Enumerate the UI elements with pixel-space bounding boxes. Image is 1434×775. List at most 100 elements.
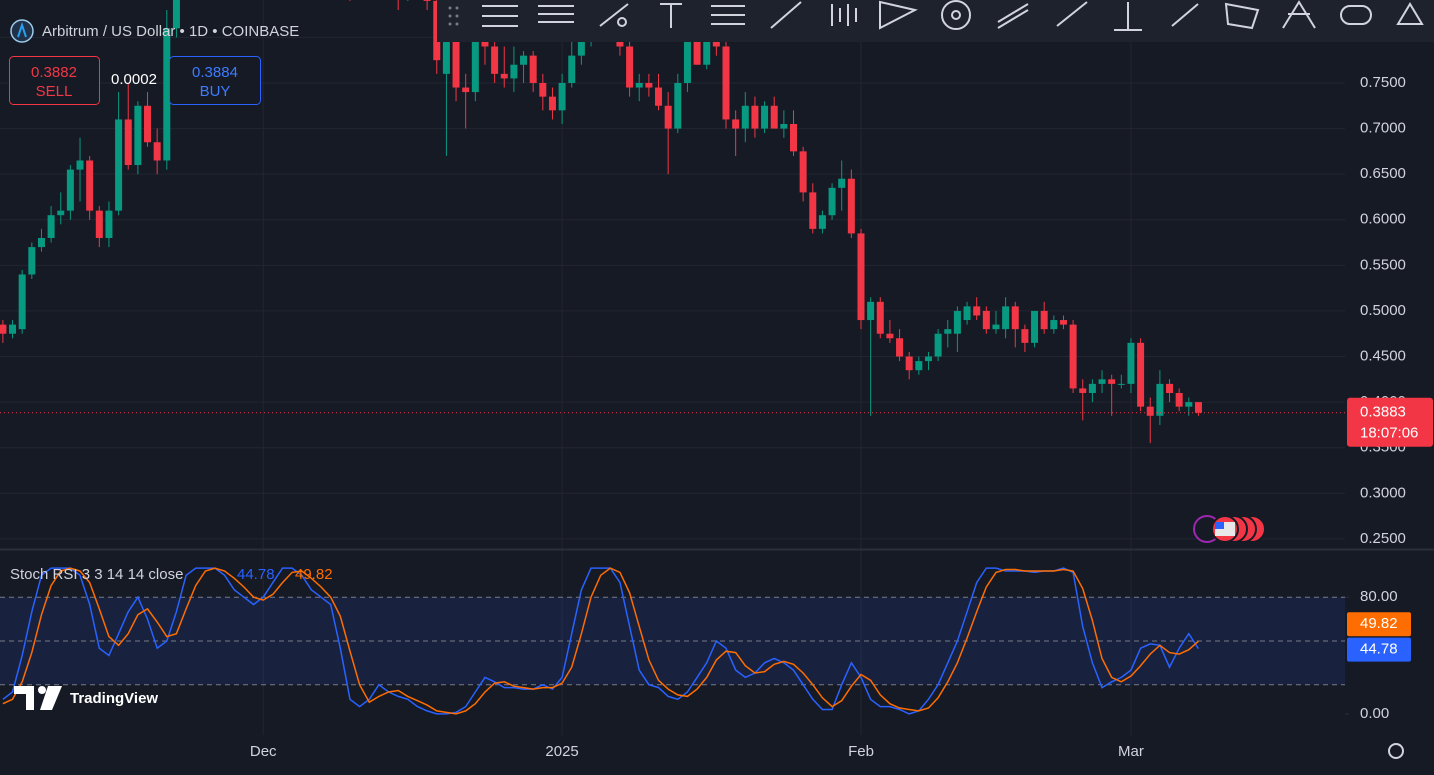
- stoch-line: [2, 567, 1200, 715]
- trade-panel: 0.3882 SELL 0.0002 0.3884 BUY: [9, 56, 261, 105]
- settings-icon[interactable]: [1388, 743, 1404, 759]
- candle-body: [153, 142, 161, 161]
- candle-body: [548, 96, 556, 111]
- candle-body: [433, 0, 441, 61]
- y-tick-label: 0.4500: [1360, 347, 1406, 364]
- value-tag-label: 49.82: [1360, 615, 1398, 632]
- symbol-title: Arbitrum / US Dollar • 1D • COINBASE: [42, 23, 299, 40]
- candle-body: [1088, 383, 1096, 393]
- candle-body: [1166, 383, 1174, 393]
- candle-body: [674, 82, 682, 129]
- candle-body: [1021, 329, 1029, 343]
- candle-body: [37, 237, 45, 248]
- candle-body: [992, 324, 1000, 330]
- candle-body: [577, 37, 585, 56]
- toolbar-bg: [437, 0, 1434, 42]
- candle-body: [18, 274, 26, 330]
- candle-body: [645, 82, 653, 88]
- candle-body: [934, 333, 942, 357]
- y-tick-label: 0.5500: [1360, 256, 1406, 273]
- candle-body: [924, 356, 932, 362]
- candle-body: [780, 124, 788, 129]
- candle-body: [963, 306, 971, 321]
- candle-body: [799, 151, 807, 193]
- candle-body: [1185, 402, 1193, 407]
- candle-body: [1098, 379, 1106, 384]
- candle-body: [124, 119, 132, 166]
- indicator-title: Stoch RSI 3 3 14 14 close: [10, 566, 183, 583]
- x-tick-label: 2025: [545, 743, 578, 760]
- candle-body: [115, 119, 123, 211]
- candle-body: [28, 247, 36, 275]
- candle-body: [105, 210, 113, 238]
- candle-body: [761, 105, 769, 129]
- value-tag: [1347, 612, 1411, 637]
- candle-body: [741, 105, 749, 129]
- candle-body: [886, 333, 894, 339]
- symbol-icon: [10, 19, 34, 43]
- candle-body: [47, 215, 55, 238]
- candle-body: [1050, 320, 1058, 330]
- y-tick-label: 0.5000: [1360, 302, 1406, 319]
- candle-body: [790, 124, 798, 152]
- sell-button[interactable]: [9, 56, 100, 105]
- candle-body: [683, 41, 691, 83]
- price-pane: [0, 0, 1345, 444]
- stoch-legend: Stoch RSI 3 3 14 14 close 44.78 49.82: [10, 566, 333, 583]
- y-tick-label: 0.7500: [1360, 74, 1406, 91]
- buy-button[interactable]: [169, 56, 261, 105]
- candle-body: [722, 46, 730, 120]
- candle-body: [751, 105, 759, 129]
- grid-layer: [0, 0, 1345, 735]
- watermark-text: TradingView: [70, 690, 158, 707]
- candle-body: [1059, 320, 1067, 325]
- y-tick-label: 80.00: [1360, 588, 1398, 605]
- candle-body: [442, 37, 450, 74]
- candle-body: [462, 87, 470, 93]
- candle-body: [847, 178, 855, 234]
- sell-label: SELL: [36, 83, 73, 100]
- last-price-label: 0.3883: [1360, 404, 1406, 421]
- candle-body: [828, 187, 836, 216]
- last-price-box: [1347, 397, 1433, 447]
- candle-body: [9, 324, 17, 334]
- candle-body: [1194, 402, 1202, 413]
- candle-body: [818, 215, 826, 229]
- spread: 0.0002: [111, 71, 157, 88]
- candle-body: [693, 41, 701, 65]
- drawing-toolbar: [437, 0, 1434, 42]
- candle-body: [915, 361, 923, 371]
- candle-body: [57, 210, 65, 216]
- candle-body: [95, 210, 103, 238]
- sell-price: 0.3882: [31, 64, 77, 81]
- candle-body: [732, 119, 740, 129]
- candle-body: [953, 310, 961, 334]
- watermark: TradingView: [14, 686, 158, 710]
- k-value: 44.78: [237, 566, 275, 583]
- candle-body: [626, 46, 634, 88]
- candle-body: [500, 73, 508, 79]
- candle-body: [520, 55, 528, 65]
- candle-body: [1040, 310, 1048, 330]
- x-tick-label: Dec: [250, 743, 277, 760]
- candle-body: [172, 0, 180, 29]
- candle-body: [510, 64, 518, 79]
- candle-body: [982, 310, 990, 330]
- value-tag-label: 44.78: [1360, 641, 1398, 658]
- buy-label: BUY: [200, 83, 231, 100]
- candle-body: [1137, 342, 1145, 407]
- d-value: 49.82: [295, 566, 333, 583]
- candle-body: [635, 82, 643, 88]
- y-tick-label: 0.7000: [1360, 120, 1406, 137]
- x-tick-label: Feb: [848, 743, 874, 760]
- candle-body: [491, 46, 499, 74]
- countdown-label: 18:07:06: [1360, 425, 1418, 442]
- buy-price: 0.3884: [192, 64, 238, 81]
- candle-body: [1079, 388, 1087, 393]
- candle-body: [529, 55, 537, 83]
- candle-body: [163, 28, 171, 161]
- candle-body: [973, 306, 981, 316]
- candle-body: [1011, 306, 1019, 330]
- candle-body: [539, 82, 547, 97]
